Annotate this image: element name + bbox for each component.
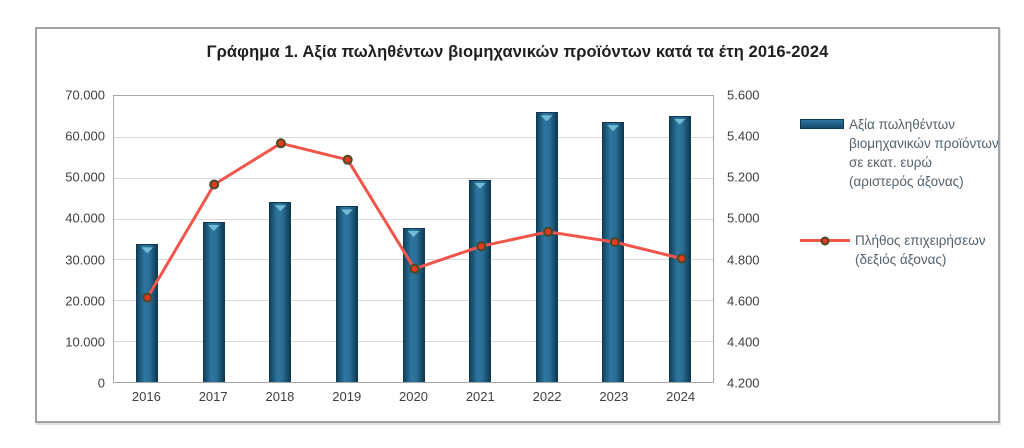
bar-2018 [269, 202, 292, 382]
x-axis-label-2017: 2017 [198, 389, 228, 404]
bar-2023 [602, 122, 625, 382]
line-series [142, 138, 687, 303]
axis-tick-label: 20.000 [65, 293, 105, 309]
x-axis-labels: 2016 2017 2018 2019 2020 2021 2022 2023 2024 [113, 389, 714, 405]
bar-highlight-icon [407, 230, 420, 237]
x-axis-label-2016: 2016 [131, 389, 161, 404]
bar-2017 [202, 221, 225, 382]
bar-2019 [335, 206, 358, 382]
gridline [114, 218, 713, 220]
bar-2022 [535, 112, 558, 382]
line-path [146, 141, 682, 299]
chart-legend: Αξία πωληθέντων βιομηχανικών προϊόντων σ… [800, 115, 1000, 269]
bar-2021 [469, 179, 492, 382]
x-axis-label-2019: 2019 [332, 389, 362, 404]
x-axis-label-2018: 2018 [265, 389, 295, 404]
axis-tick-label: 4.200 [727, 375, 760, 391]
chart-container: Γράφημα 1. Αξία πωληθέντων βιομηχανικών … [35, 27, 1000, 423]
x-axis-label-2024: 2024 [666, 389, 696, 404]
line-marker-2019 [342, 154, 353, 165]
chart-title: Γράφημα 1. Αξία πωληθέντων βιομηχανικών … [206, 43, 829, 61]
x-axis-label-2023: 2023 [599, 389, 629, 404]
axis-tick-label: 0 [97, 375, 105, 391]
bar-2016 [136, 244, 159, 382]
line-swatch-icon [800, 236, 850, 245]
bar-highlight-icon [673, 118, 686, 125]
line-marker-2023 [609, 237, 620, 248]
axis-tick-label: 5.400 [727, 128, 760, 144]
legend-label-line-series: Πλήθος επιχειρήσεων (δεξιός άξονας) [855, 233, 986, 267]
line-marker-2020 [409, 263, 420, 274]
x-axis-label-2022: 2022 [532, 389, 562, 404]
axis-tick-label: 5.000 [727, 210, 760, 226]
line-marker-2022 [543, 226, 554, 237]
axis-tick-label: 4.400 [727, 334, 760, 350]
bar-highlight-icon [340, 209, 353, 216]
bar-highlight-icon [141, 247, 154, 254]
axis-tick-label: 4.600 [727, 293, 760, 309]
legend-item-line-series: Πλήθος επιχειρήσεων (δεξιός άξονας) [800, 231, 1000, 269]
bar-2024 [668, 115, 691, 382]
axis-tick-label: 60.000 [65, 128, 105, 144]
axis-tick-label: 5.600 [727, 87, 760, 103]
line-marker-2017 [209, 179, 220, 190]
axis-tick-label: 4.800 [727, 252, 760, 268]
plot-area [113, 95, 714, 383]
line-marker-2016 [142, 292, 153, 303]
axis-tick-label: 70.000 [65, 87, 105, 103]
gridline [114, 177, 713, 179]
left-axis-labels: 70.000 60.000 50.000 40.000 30.000 20.000 10.0… [37, 88, 105, 391]
x-axis-label-2021: 2021 [465, 389, 495, 404]
line-marker-2018 [275, 138, 286, 149]
line-marker-2024 [676, 253, 687, 264]
legend-label-bar-series: Αξία πωληθέντων βιομηχανικών προϊόντων σ… [849, 117, 999, 189]
bar-highlight-icon [540, 115, 553, 122]
bar-highlight-icon [274, 205, 287, 212]
axis-tick-label: 10.000 [65, 334, 105, 350]
bar-highlight-icon [474, 182, 487, 189]
axis-tick-label: 30.000 [65, 252, 105, 268]
bar-highlight-icon [607, 125, 620, 132]
right-axis-labels: 5.600 5.400 5.200 5.000 4.800 4.600 4.400 4.200 [727, 88, 797, 391]
bar-highlight-icon [207, 224, 220, 231]
gridline [114, 136, 713, 138]
line-marker-2021 [476, 241, 487, 252]
legend-item-bar-series: Αξία πωληθέντων βιομηχανικών προϊόντων σ… [800, 115, 1000, 191]
bar-swatch-icon [800, 119, 844, 129]
axis-tick-label: 5.200 [727, 169, 760, 185]
axis-tick-label: 40.000 [65, 210, 105, 226]
axis-tick-label: 50.000 [65, 169, 105, 185]
x-axis-label-2020: 2020 [399, 389, 428, 404]
line-marker-icon [820, 236, 830, 245]
